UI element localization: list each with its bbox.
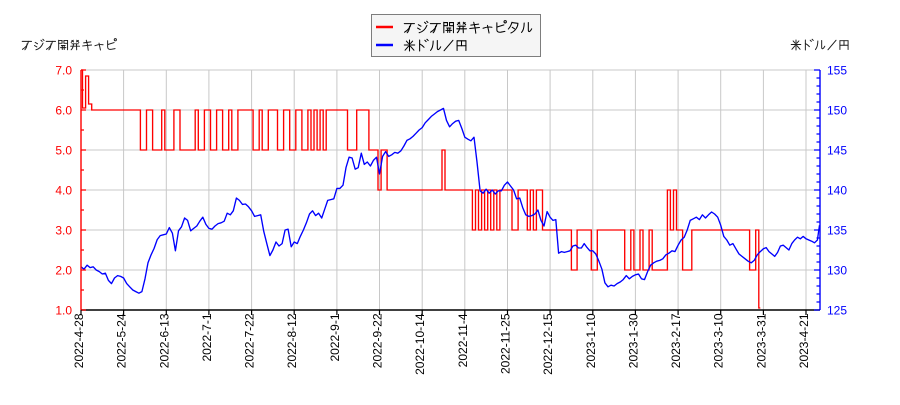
svg-text:2022-6-13: 2022-6-13 <box>157 313 171 368</box>
svg-text:6.0: 6.0 <box>55 104 72 118</box>
svg-text:2.0: 2.0 <box>55 264 72 278</box>
svg-text:150: 150 <box>827 104 847 118</box>
svg-text:2022-9-22: 2022-9-22 <box>371 313 385 368</box>
svg-text:2023-4-21: 2023-4-21 <box>797 313 811 368</box>
svg-text:2022-10-14: 2022-10-14 <box>413 313 427 375</box>
svg-text:7.0: 7.0 <box>55 64 72 78</box>
svg-text:140: 140 <box>827 184 847 198</box>
svg-text:3.0: 3.0 <box>55 224 72 238</box>
svg-text:155: 155 <box>827 64 847 78</box>
svg-text:2023-2-17: 2023-2-17 <box>669 313 683 368</box>
svg-text:1.0: 1.0 <box>55 304 72 318</box>
svg-text:2022-9-1: 2022-9-1 <box>328 313 342 361</box>
svg-text:2022-11-25: 2022-11-25 <box>499 313 513 374</box>
svg-text:135: 135 <box>827 224 847 238</box>
svg-text:2022-7-22: 2022-7-22 <box>243 313 257 368</box>
svg-text:2022-4-28: 2022-4-28 <box>72 313 86 368</box>
svg-text:125: 125 <box>827 304 847 318</box>
svg-text:2022-8-12: 2022-8-12 <box>285 313 299 368</box>
svg-text:130: 130 <box>827 264 847 278</box>
svg-text:2022-11-4: 2022-11-4 <box>456 313 470 367</box>
svg-text:2022-5-24: 2022-5-24 <box>115 313 129 368</box>
svg-text:2023-3-31: 2023-3-31 <box>754 313 768 368</box>
svg-text:4.0: 4.0 <box>55 184 72 198</box>
svg-text:5.0: 5.0 <box>55 144 72 158</box>
svg-text:2022-7-1: 2022-7-1 <box>200 313 214 361</box>
svg-text:145: 145 <box>827 144 847 158</box>
svg-text:2023-1-10: 2023-1-10 <box>584 313 598 368</box>
svg-text:2023-1-30: 2023-1-30 <box>626 313 640 368</box>
svg-text:2022-12-15: 2022-12-15 <box>541 313 555 375</box>
svg-text:2023-3-10: 2023-3-10 <box>712 313 726 368</box>
